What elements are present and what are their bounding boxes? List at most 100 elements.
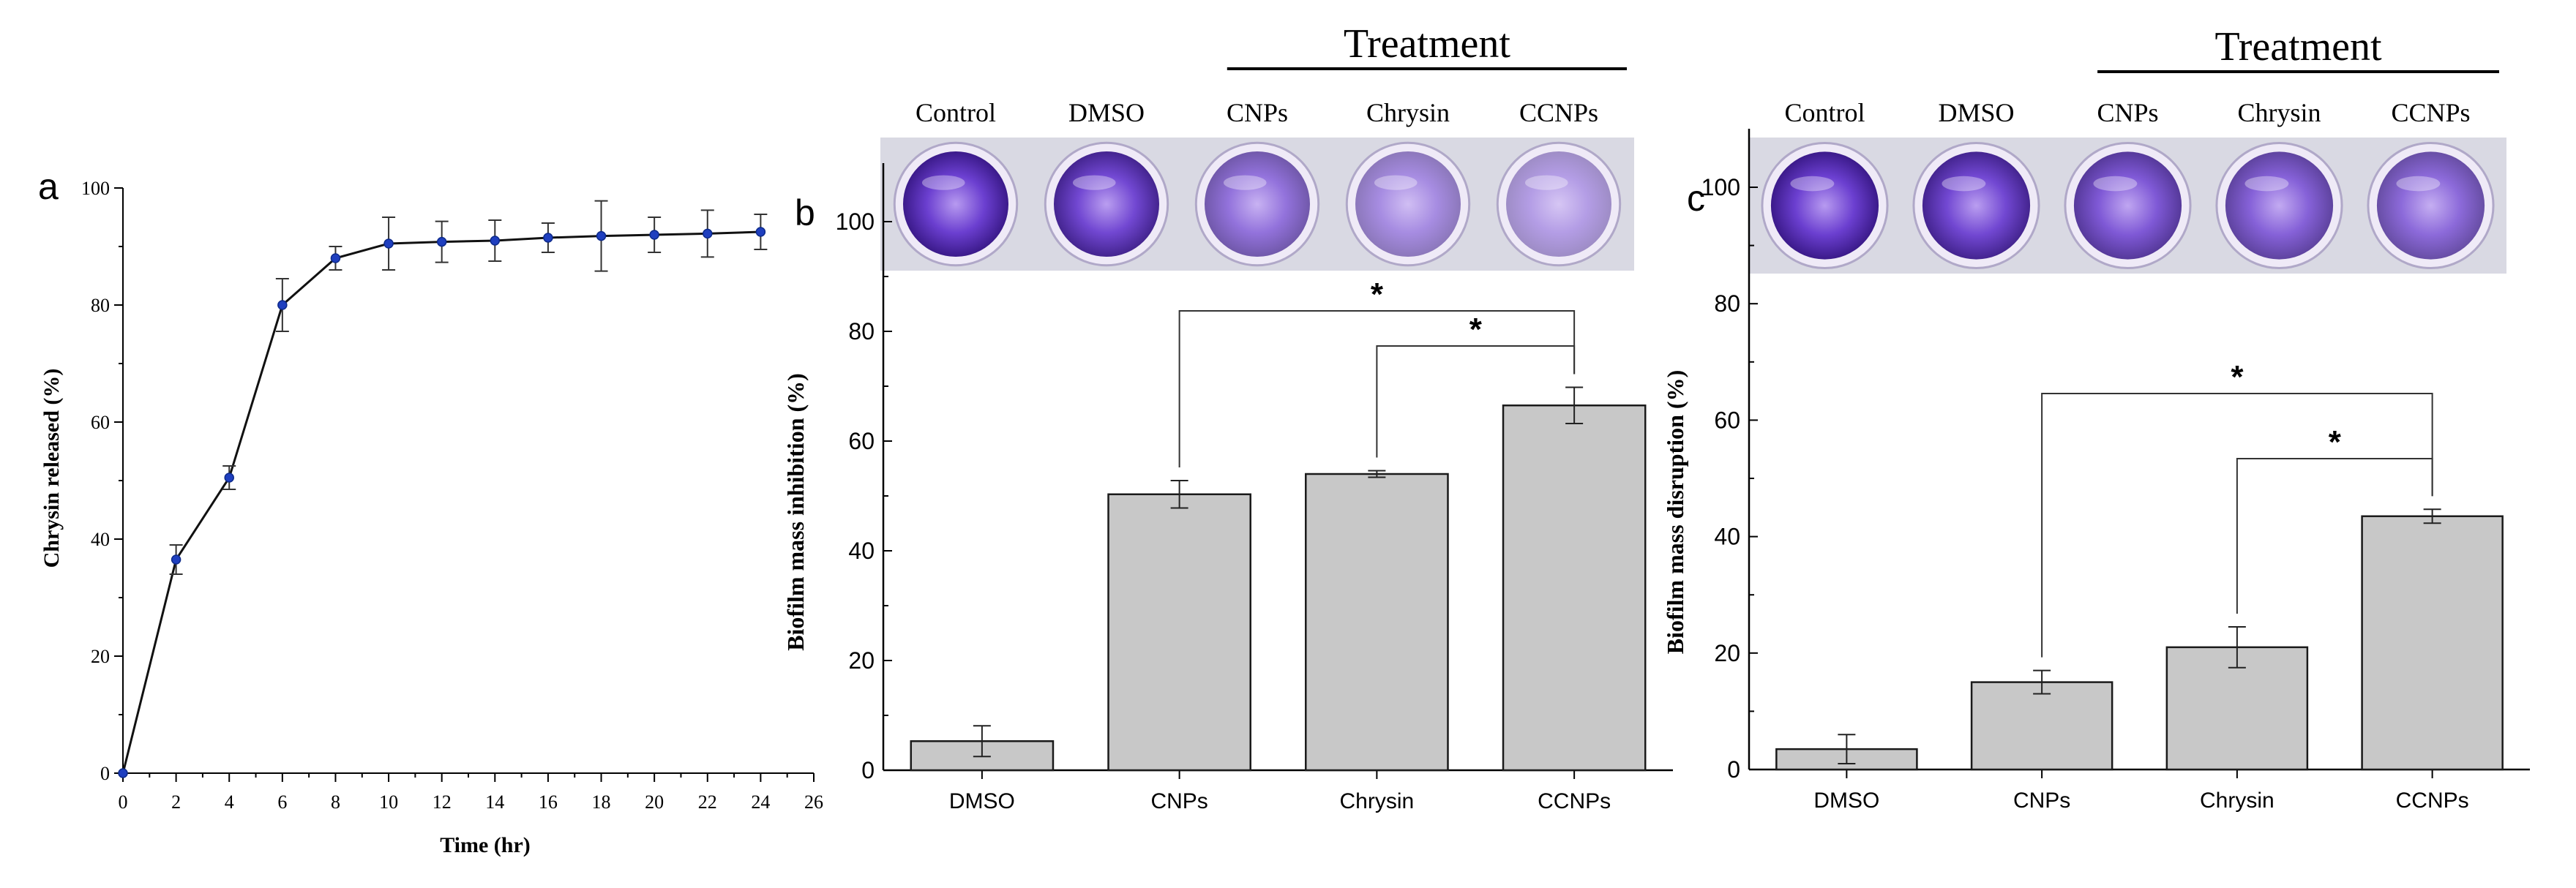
x-tick-label: 0: [119, 791, 128, 813]
significance-bracket: [1178, 310, 1576, 467]
well-stain: [1355, 151, 1461, 257]
significance-star: *: [2329, 424, 2342, 460]
data-point: [703, 228, 713, 239]
data-point: [118, 768, 128, 778]
x-tick-label: 20: [645, 791, 664, 813]
well-highlight: [2093, 176, 2138, 192]
well-label: Chrysin: [1366, 98, 1450, 127]
significance-bracket: [2041, 393, 2433, 658]
treatment-header: Treatment: [1344, 21, 1511, 67]
bar: [2361, 515, 2504, 771]
y-tick-label: 0: [861, 757, 875, 783]
x-tick-label: DMSO: [949, 789, 1015, 813]
panel-c-label: c: [1687, 178, 1705, 219]
data-point: [383, 238, 394, 249]
x-tick-label: 18: [592, 791, 611, 813]
x-tick-label: Chrysin: [1340, 789, 1415, 813]
well-label: DMSO: [1938, 98, 2014, 127]
x-tick-label: CNPs: [2013, 789, 2070, 813]
panel-b-inhibition-chart: b Control DMSO CNPs Chrysin CCNPs Treatment 0…: [782, 21, 1673, 813]
well-stain: [2073, 151, 2182, 260]
well-stain: [2225, 151, 2334, 260]
x-tick-label: 16: [539, 791, 558, 813]
well-highlight: [1223, 175, 1267, 190]
x-tick-label: 4: [225, 791, 234, 813]
x-tick-label: 2: [171, 791, 181, 813]
y-tick-label: 60: [1714, 407, 1740, 433]
well-highlight: [1790, 176, 1835, 192]
well-stain: [1506, 151, 1611, 257]
data-point: [490, 236, 501, 246]
y-tick-label: 60: [91, 412, 110, 433]
y-tick-label: 80: [1714, 290, 1740, 317]
panel-a-xlabel: Time (hr): [440, 833, 531, 857]
panel-b-marks: **: [910, 276, 1647, 772]
y-tick-label: 100: [81, 178, 110, 199]
data-point: [171, 554, 181, 565]
y-tick-label: 0: [100, 763, 110, 784]
y-tick-label: 100: [1701, 174, 1740, 200]
y-tick-label: 80: [91, 295, 110, 316]
x-tick-label: 14: [485, 791, 504, 813]
bar: [1107, 493, 1251, 772]
data-point: [330, 253, 341, 263]
well-stain: [1922, 151, 2031, 260]
panel-a-label: a: [38, 166, 59, 207]
panel-b-axes: 0 20 40 60 80 100 DMSO CNPs Chrysin CCNPs: [836, 163, 1673, 813]
x-tick-label: 6: [277, 791, 287, 813]
well-highlight: [921, 175, 965, 190]
y-tick-label: 40: [1714, 524, 1740, 550]
x-tick-label: 12: [433, 791, 452, 813]
well-highlight: [1072, 175, 1116, 190]
data-point: [649, 230, 659, 240]
well-highlight: [1524, 175, 1568, 190]
well-stain: [1205, 151, 1310, 257]
panel-c-marks: **: [1775, 359, 2504, 771]
panel-c-ylabel: Biofilm mass disruption (%): [1662, 370, 1688, 654]
well-highlight: [2396, 176, 2441, 192]
y-tick-label: 20: [1714, 640, 1740, 666]
well-stain: [1770, 151, 1879, 260]
well-label: CNPs: [2097, 98, 2158, 127]
y-tick-label: 20: [91, 646, 110, 667]
x-tick-label: 22: [698, 791, 717, 813]
x-tick-label: 10: [379, 791, 398, 813]
y-tick-label: 40: [848, 538, 875, 564]
y-tick-label: 80: [848, 318, 875, 345]
bar: [1502, 405, 1647, 772]
y-tick-label: 100: [836, 208, 875, 235]
x-tick-label: DMSO: [1813, 789, 1879, 813]
x-tick-label: CNPs: [1150, 789, 1208, 813]
well-label: Control: [1784, 98, 1865, 127]
x-tick-label: 24: [751, 791, 770, 813]
panel-b-well-inset: Control DMSO CNPs Chrysin CCNPs Treatment: [880, 21, 1634, 271]
significance-star: *: [1469, 312, 1483, 347]
significance-bracket: [1376, 345, 1576, 458]
panel-c-disruption-chart: c Control DMSO CNPs Chrysin CCNPs Treatment 0…: [1662, 24, 2530, 813]
well-label: CNPs: [1227, 98, 1288, 127]
bar: [1305, 473, 1449, 772]
panel-b-label: b: [795, 192, 815, 233]
data-point: [543, 233, 553, 243]
panel-a-marks: [118, 200, 768, 778]
well-stain: [903, 151, 1008, 257]
well-label: Chrysin: [2237, 98, 2321, 127]
well-stain: [1054, 151, 1159, 257]
x-tick-label: CCNPs: [2396, 789, 2469, 813]
bar: [1970, 681, 2113, 771]
x-tick-label: 8: [331, 791, 340, 813]
well-highlight: [2244, 176, 2289, 192]
y-tick-label: 60: [848, 428, 875, 454]
significance-bracket: [2236, 458, 2433, 614]
panel-b-ylabel: Biofilm mass inhibition (%): [782, 373, 809, 651]
significance-star: *: [1371, 276, 1384, 312]
y-tick-label: 40: [91, 529, 110, 550]
significance-star: *: [2231, 359, 2244, 395]
x-tick-label: 26: [804, 791, 823, 813]
data-point: [596, 230, 607, 241]
well-label: CCNPs: [2391, 98, 2470, 127]
panel-c-well-inset: Control DMSO CNPs Chrysin CCNPs Treatment: [1749, 24, 2506, 274]
data-point: [277, 300, 288, 310]
